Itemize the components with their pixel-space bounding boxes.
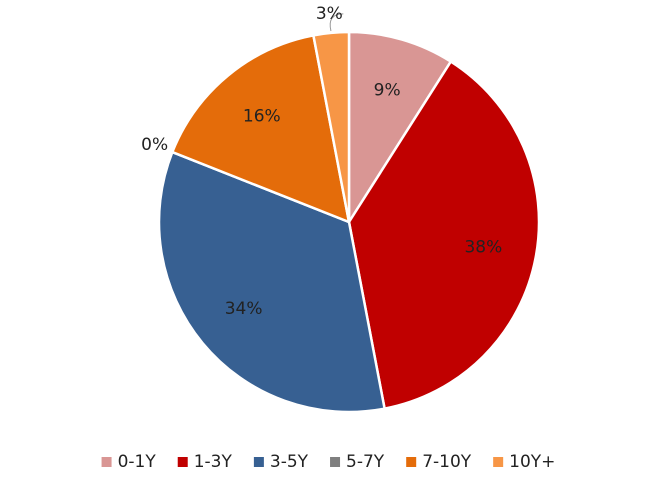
legend-label: 0-1Y — [118, 452, 157, 472]
leader-line — [329, 13, 344, 32]
pie-slice — [347, 59, 541, 411]
data-label: 16% — [243, 107, 281, 127]
legend-label: 1-3Y — [194, 452, 233, 472]
pie-slice — [311, 30, 351, 223]
data-label: 0% — [141, 135, 168, 155]
data-label: 9% — [374, 81, 401, 101]
legend-swatch — [493, 457, 504, 467]
legend-swatch — [406, 457, 417, 467]
legend-swatch — [330, 457, 341, 467]
legend-label: 7-10Y — [422, 452, 472, 472]
data-label: 38% — [464, 238, 502, 258]
legend-label: 5-7Y — [346, 452, 385, 472]
pie-slice — [170, 33, 351, 224]
legend-label: 10Y+ — [509, 452, 555, 472]
legend-label: 3-5Y — [270, 452, 309, 472]
pie-slice — [347, 30, 453, 227]
data-label: 34% — [225, 299, 263, 319]
legend-swatch — [177, 457, 188, 467]
data-label: 3% — [316, 4, 343, 24]
pie-slice — [157, 150, 387, 414]
legend-swatch — [101, 457, 112, 467]
legend-swatch — [253, 457, 264, 467]
